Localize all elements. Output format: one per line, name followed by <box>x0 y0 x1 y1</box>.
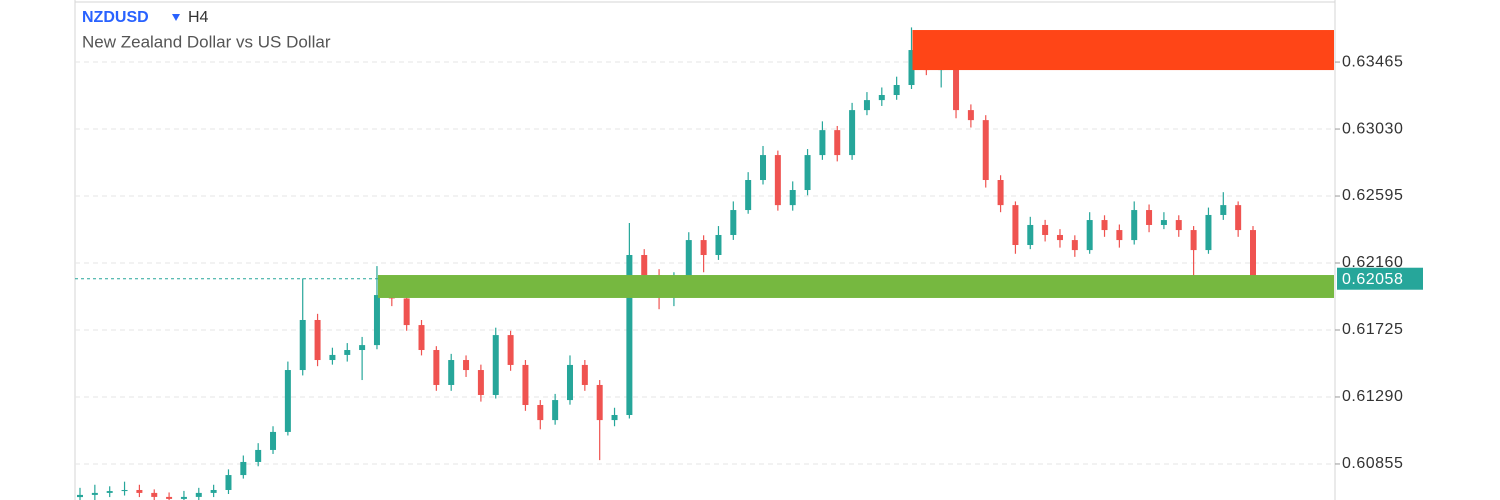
candle-body <box>849 110 856 156</box>
candle-body <box>611 414 618 421</box>
candle-body <box>225 475 232 490</box>
candle-body <box>745 180 752 211</box>
candle-body <box>1146 210 1153 225</box>
candle-body <box>1027 224 1034 245</box>
candle-body <box>804 155 811 191</box>
candle-body <box>166 496 173 499</box>
candle-body <box>77 494 83 498</box>
candle-body <box>1235 205 1242 231</box>
candle-body <box>1190 230 1197 251</box>
last-price-label: 0.62058 <box>1342 271 1403 288</box>
candle-body <box>329 354 336 361</box>
candle-body <box>715 234 722 256</box>
zone <box>912 30 1334 71</box>
y-tick-label: 0.62160 <box>1342 254 1403 271</box>
zone <box>377 275 1334 298</box>
candle-body <box>121 489 128 492</box>
candle-body <box>344 350 351 355</box>
candle-body <box>1175 220 1182 231</box>
candle-body <box>1116 230 1123 241</box>
candle-body <box>581 364 588 385</box>
candle-body <box>195 492 202 497</box>
candle-body <box>626 255 633 415</box>
candle-body <box>492 335 499 395</box>
candle-body <box>448 360 455 385</box>
candle-body <box>1250 230 1256 279</box>
y-tick-label: 0.62595 <box>1342 187 1403 204</box>
candle-body <box>284 370 291 432</box>
candle-body <box>1101 220 1108 231</box>
candle-body <box>730 210 737 235</box>
candle-body <box>893 85 900 96</box>
symbol[interactable]: NZDUSD <box>82 9 149 26</box>
chart-title: New Zealand Dollar vs US Dollar <box>82 32 331 51</box>
candle-body <box>463 360 470 371</box>
candle-body <box>834 130 841 156</box>
candle-body <box>1220 205 1227 215</box>
candle-body <box>685 240 692 280</box>
candle-body <box>878 95 885 101</box>
candle-body <box>953 64 960 111</box>
candle-body <box>210 489 217 493</box>
candle-body <box>477 370 484 395</box>
candle-body <box>537 404 544 421</box>
candle-body <box>552 400 559 421</box>
candle-body <box>240 461 247 476</box>
candle-body <box>774 155 781 206</box>
y-tick-label: 0.61725 <box>1342 321 1403 338</box>
candle-body <box>1071 240 1078 251</box>
candle-body <box>997 180 1004 206</box>
candle-body <box>1086 220 1093 251</box>
y-tick-label: 0.63030 <box>1342 120 1403 137</box>
candle-body <box>1042 224 1049 235</box>
last-price-box <box>1337 267 1423 290</box>
candle-body <box>106 491 113 493</box>
candle-body <box>566 364 573 401</box>
candle-body <box>1160 220 1167 225</box>
candle-body <box>819 130 826 156</box>
candle-body <box>1131 210 1138 241</box>
candle-body <box>982 120 989 181</box>
y-tick-label: 0.61290 <box>1342 388 1403 405</box>
candle-body <box>863 100 870 111</box>
interval[interactable]: H4 <box>188 9 209 26</box>
candle-body <box>1012 205 1019 245</box>
y-tick-label: 0.60855 <box>1342 455 1403 472</box>
candle-body <box>270 431 277 450</box>
candle-body <box>760 155 767 181</box>
candle-body <box>1205 214 1212 251</box>
candle-body <box>91 492 98 495</box>
candle-body <box>255 449 262 462</box>
candle-body <box>641 255 648 276</box>
y-tick-label: 0.63465 <box>1342 53 1403 70</box>
candle-body <box>433 350 440 385</box>
candle-body <box>136 489 143 493</box>
symbol-dropdown-icon[interactable] <box>172 14 180 21</box>
candle-body <box>373 295 380 346</box>
candle-body <box>507 335 514 365</box>
candle-body <box>700 240 707 256</box>
candle-body <box>403 298 410 326</box>
candle-body <box>359 345 366 351</box>
candle-body <box>314 319 321 361</box>
candle-body <box>299 319 306 371</box>
candle-body <box>1056 234 1063 241</box>
candle-body <box>180 496 187 499</box>
candle-body <box>151 492 158 497</box>
candle-body <box>596 384 603 421</box>
candle-body <box>418 325 425 351</box>
candle-body <box>908 50 915 86</box>
candle-body <box>522 364 529 405</box>
candle-body <box>789 190 796 206</box>
candle-body <box>967 110 974 121</box>
